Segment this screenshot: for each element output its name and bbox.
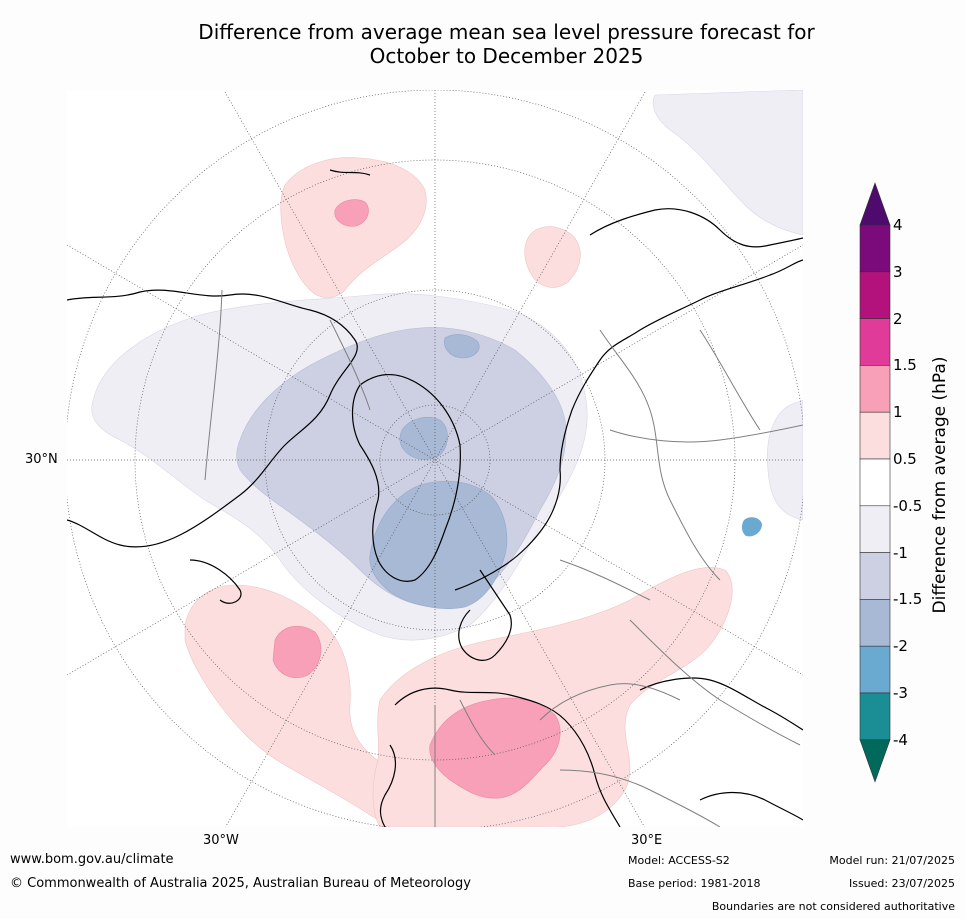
- colorbar-box: [859, 458, 891, 507]
- anomaly-region-pos-1-mediterranean: [429, 697, 561, 799]
- colorbar-box: [859, 365, 891, 413]
- colorbar-tick-label: -4: [893, 730, 908, 749]
- anomaly-region-neg-0-5-eurasia: [767, 399, 803, 521]
- colorbar-tick-label: 3: [893, 262, 903, 281]
- chart-title: Difference from average mean sea level p…: [0, 20, 965, 68]
- colorbar-bottom-extension: [859, 739, 891, 783]
- footer-issued: Issued: 23/07/2025: [848, 877, 955, 890]
- colorbar-tick-label: -0.5: [893, 496, 923, 515]
- colorbar-box: [859, 692, 891, 741]
- anomaly-region-neg-1-5-baffin: [399, 417, 448, 460]
- coastlines: [67, 169, 803, 827]
- colorbar-box: [859, 411, 891, 460]
- colorbar-box: [859, 645, 891, 694]
- anomaly-region-neg-1-5-arctic-small: [444, 334, 480, 359]
- anomaly-region-neg-2-asia: [741, 517, 762, 537]
- footer-model-run: Model run: 21/07/2025: [829, 854, 955, 867]
- lon-label-30e: 30°E: [631, 833, 663, 848]
- anomaly-region-neg-1-5-greenland: [369, 480, 508, 609]
- anomaly-region-pos-1-nw: [334, 199, 369, 227]
- anomaly-region-pos-0-5-nw: [280, 157, 427, 298]
- colorbar-tick-label: -1.5: [893, 590, 923, 609]
- anomaly-region-neg-0-5-nepacific: [652, 90, 803, 236]
- colorbar-box: [859, 505, 891, 553]
- footer-base-period: Base period: 1981-2018: [628, 877, 761, 890]
- anomaly-region-pos-1-atlantic: [272, 625, 322, 679]
- colorbar-tick-label: 1.5: [893, 356, 917, 375]
- colorbar-tick-label: 0.5: [893, 450, 917, 468]
- colorbar-tick-label: 4: [893, 216, 903, 234]
- footer-copyright: © Commonwealth of Australia 2025, Austra…: [10, 876, 471, 891]
- colorbar-box: [859, 318, 891, 366]
- anomaly-region-pos-0-5-scand: [524, 226, 581, 288]
- colorbar-tick-label: -2: [893, 637, 908, 656]
- colorbar-title: Difference from average (hPa): [930, 356, 950, 614]
- lon-label-30w: 30°W: [203, 833, 239, 848]
- colorbar-tick-label: 1: [893, 403, 903, 422]
- national-borders: [204, 289, 803, 827]
- colorbar-top-extension: [859, 182, 891, 226]
- lat-label-30n: 30°N: [25, 452, 58, 467]
- title-line-1: Difference from average mean sea level p…: [198, 20, 815, 44]
- footer-url: www.bom.gov.au/climate: [10, 852, 174, 867]
- colorbar-box: [859, 552, 891, 600]
- colorbar-box: [859, 271, 891, 319]
- footer-boundaries: Boundaries are not considered authoritat…: [711, 900, 955, 913]
- footer-model: Model: ACCESS-S2: [628, 854, 730, 867]
- colorbar-tick-label: -1: [893, 543, 908, 562]
- colorbar-box: [859, 599, 891, 647]
- colorbar-tick-label: 2: [893, 309, 903, 328]
- colorbar-box: [859, 224, 891, 273]
- colorbar-tick-label: -3: [893, 684, 908, 702]
- title-line-2: October to December 2025: [369, 44, 644, 68]
- colorbar-boxes: [859, 182, 891, 783]
